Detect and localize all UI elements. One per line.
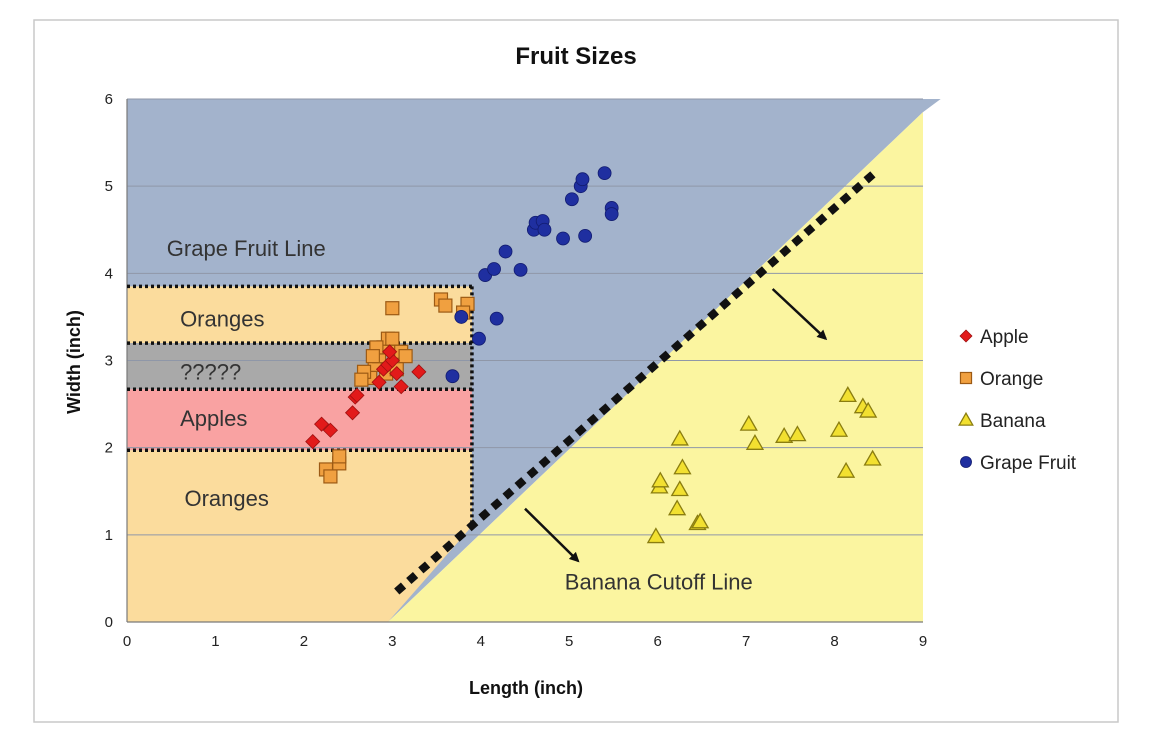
arrow-lower bbox=[524, 507, 580, 563]
banana-cutoff-line bbox=[394, 170, 877, 595]
banana-point bbox=[668, 499, 687, 516]
orange-point bbox=[354, 372, 369, 387]
grape-fruit-point bbox=[564, 192, 579, 207]
orange-point bbox=[438, 298, 453, 313]
banana-point bbox=[673, 458, 692, 475]
legend-grape-fruit-marker bbox=[960, 456, 972, 468]
banana-point bbox=[788, 425, 807, 442]
grape-fruit-point bbox=[597, 166, 612, 180]
region-label: Oranges bbox=[180, 307, 264, 332]
apple-point bbox=[314, 416, 330, 432]
unknown-region bbox=[127, 343, 472, 390]
apple-point bbox=[344, 405, 361, 421]
x-tick-label: 6 bbox=[653, 633, 661, 650]
region-label: Oranges bbox=[184, 486, 268, 511]
x-tick-label: 7 bbox=[742, 633, 750, 650]
legend-banana-marker bbox=[958, 411, 974, 426]
apple-point bbox=[382, 344, 398, 360]
legend-banana-label: Banana bbox=[980, 411, 1046, 432]
y-tick-label: 5 bbox=[105, 178, 113, 195]
oranges-upper-region bbox=[127, 286, 472, 344]
grape-fruit-point bbox=[487, 262, 501, 276]
banana-point bbox=[838, 386, 857, 403]
region-label: Banana Cutoff Line bbox=[565, 570, 753, 595]
x-tick-label: 8 bbox=[830, 633, 838, 650]
x-tick-label: 2 bbox=[300, 633, 308, 650]
apple-point bbox=[349, 387, 365, 403]
grape-fruit-point bbox=[578, 228, 593, 243]
banana-point bbox=[863, 449, 882, 466]
apple-point bbox=[411, 364, 427, 380]
region-label: ????? bbox=[180, 360, 241, 385]
legend-apple-marker bbox=[959, 329, 973, 343]
x-tick-label: 0 bbox=[123, 633, 131, 650]
grape-fruit-region-tip bbox=[923, 99, 941, 113]
legend-grape-fruit-label: Grape Fruit bbox=[980, 453, 1077, 474]
apple-point bbox=[322, 422, 338, 438]
y-tick-label: 0 bbox=[105, 614, 113, 631]
banana-point bbox=[829, 420, 849, 437]
apple-point bbox=[389, 366, 405, 382]
banana-point bbox=[651, 471, 670, 488]
x-tick-label: 3 bbox=[388, 633, 396, 650]
chart-title: Fruit Sizes bbox=[515, 43, 636, 70]
x-axis-title: Length (inch) bbox=[469, 678, 583, 698]
y-tick-label: 1 bbox=[105, 527, 113, 544]
banana-point bbox=[775, 427, 794, 443]
x-tick-label: 9 bbox=[919, 633, 927, 650]
grape-fruit-point bbox=[454, 310, 469, 324]
orange-point bbox=[365, 349, 380, 364]
legend-orange-label: Orange bbox=[980, 369, 1043, 390]
y-tick-label: 4 bbox=[105, 265, 113, 282]
grape-fruit-point bbox=[575, 172, 590, 187]
oranges-lower-region bbox=[127, 450, 472, 622]
apple-point bbox=[371, 374, 387, 390]
banana-point bbox=[646, 527, 666, 544]
y-tick-label: 6 bbox=[105, 91, 113, 108]
x-tick-label: 4 bbox=[477, 633, 485, 650]
apple-point bbox=[393, 379, 409, 395]
banana-point bbox=[745, 433, 765, 450]
grape-fruit-point bbox=[445, 369, 460, 384]
banana-point bbox=[739, 414, 758, 431]
y-tick-label: 2 bbox=[105, 440, 113, 457]
grape-fruit-point bbox=[498, 244, 513, 259]
grape-fruit-point bbox=[472, 331, 486, 346]
region-label: Grape Fruit Line bbox=[167, 236, 326, 261]
legend-apple-label: Apple bbox=[980, 327, 1029, 348]
grape-fruit-point bbox=[604, 207, 619, 221]
apple-point bbox=[305, 433, 321, 450]
y-axis-title: Width (inch) bbox=[64, 310, 84, 414]
banana-point bbox=[670, 480, 689, 497]
grape-fruit-point bbox=[537, 222, 552, 237]
orange-point bbox=[385, 331, 400, 346]
banana-point bbox=[836, 461, 856, 478]
y-tick-label: 3 bbox=[105, 353, 113, 370]
banana-region bbox=[387, 112, 923, 622]
arrow-upper bbox=[771, 288, 828, 341]
grape-fruit-point bbox=[489, 311, 504, 326]
x-tick-label: 1 bbox=[211, 633, 219, 650]
banana-point bbox=[859, 401, 878, 418]
orange-point bbox=[323, 469, 338, 484]
x-tick-label: 5 bbox=[565, 633, 573, 650]
grape-fruit-point bbox=[513, 262, 528, 277]
region-label: Apples bbox=[180, 406, 247, 431]
grape-fruit-point bbox=[556, 231, 570, 246]
orange-point bbox=[385, 301, 400, 316]
banana-point bbox=[670, 429, 689, 446]
orange-point bbox=[398, 349, 413, 364]
banana-point bbox=[690, 512, 710, 529]
legend-orange-marker bbox=[959, 371, 973, 385]
plot-area: Grape Fruit Line Oranges????? Apples Orange… bbox=[105, 91, 941, 650]
orange-point bbox=[332, 449, 347, 464]
legend: Apple Orange Banana Grape Fruit bbox=[958, 327, 1077, 474]
apples-region bbox=[127, 389, 472, 451]
